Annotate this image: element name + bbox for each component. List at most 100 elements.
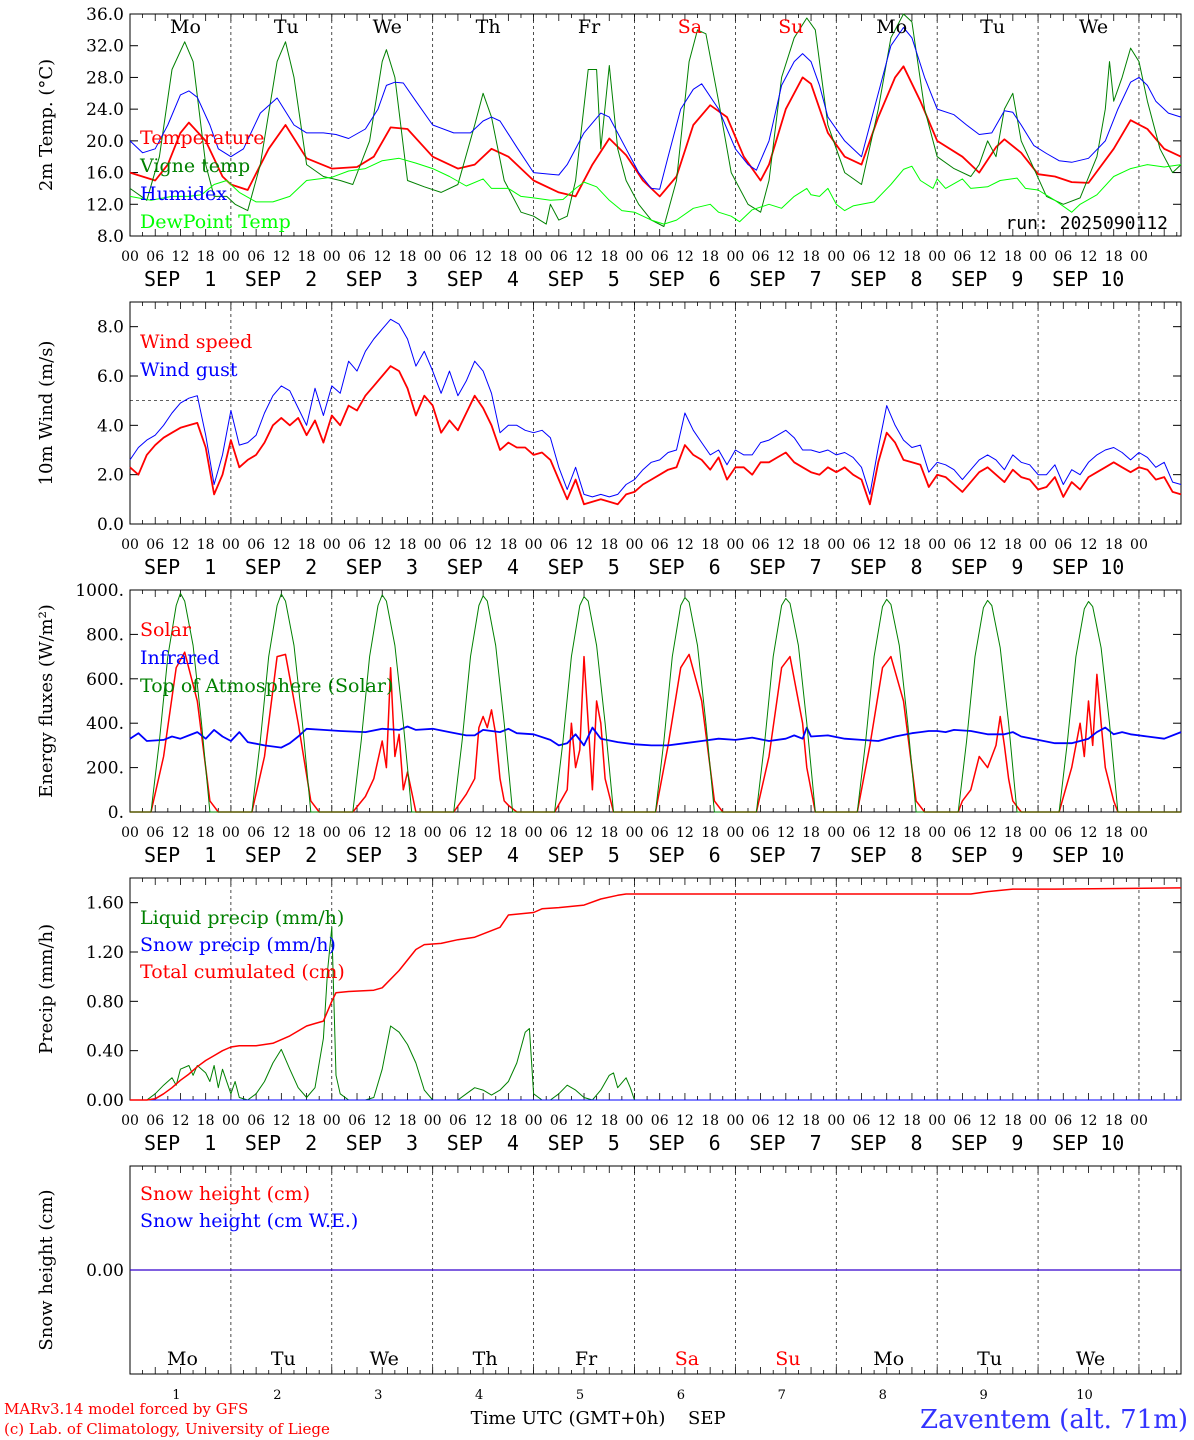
y-tick-label: 0.00 xyxy=(86,1091,124,1111)
y-tick-label: 8.0 xyxy=(97,318,124,338)
hour-tick-label: 06 xyxy=(146,825,164,841)
legend-entry: Solar xyxy=(140,619,192,641)
y-tick-label: 4.0 xyxy=(97,416,124,436)
date-label: SEP 1 xyxy=(144,843,216,867)
y-tick-label: 8.0 xyxy=(97,227,124,247)
hour-tick-label: 00 xyxy=(121,537,139,553)
hour-tick-label: 00 xyxy=(222,825,240,841)
hour-tick-label: 18 xyxy=(197,249,215,265)
hour-tick-label: 00 xyxy=(726,249,744,265)
hour-tick-label: 06 xyxy=(550,825,568,841)
y-tick-label: 0.40 xyxy=(86,1042,124,1062)
date-label: SEP 9 xyxy=(951,555,1023,579)
hour-tick-label: 06 xyxy=(752,537,770,553)
panel-temperature: 8.0 12.0 16.0 20.0 24.0 28.0 32.0 36.0 2m Temp. … xyxy=(36,5,1182,291)
hour-tick-label: 00 xyxy=(626,825,644,841)
footer-credit-1: MARv3.14 model forced by GFS xyxy=(4,1400,248,1418)
y-tick-label: 0.00 xyxy=(86,1261,124,1281)
legend-entry: DewPoint Temp xyxy=(140,211,291,233)
hour-tick-label: 00 xyxy=(928,537,946,553)
hour-tick-label: 18 xyxy=(600,537,618,553)
hour-tick-label: 06 xyxy=(651,825,669,841)
hour-tick-label: 06 xyxy=(247,537,265,553)
hour-tick-label: 18 xyxy=(701,537,719,553)
bottom-weekday-label: Su xyxy=(775,1348,800,1370)
hour-tick-label: 06 xyxy=(449,249,467,265)
hour-tick-label: 00 xyxy=(827,537,845,553)
hour-tick-label: 06 xyxy=(953,537,971,553)
run-label: run: 2025090112 xyxy=(1005,213,1168,234)
hour-tick-label: 06 xyxy=(752,1113,770,1129)
hour-tick-label: 00 xyxy=(827,249,845,265)
date-label: SEP 10 xyxy=(1052,555,1124,579)
hour-tick-label: 00 xyxy=(626,1113,644,1129)
hour-tick-label: 12 xyxy=(676,249,694,265)
panel-precip: 0.00 0.40 0.80 1.20 1.60 Precip (mm/h) Liquid … xyxy=(36,877,1182,1155)
date-label: SEP 9 xyxy=(951,1131,1023,1155)
y-tick-label: 16.0 xyxy=(86,164,124,184)
date-label: SEP 9 xyxy=(951,843,1023,867)
hour-tick-label: 12 xyxy=(373,537,391,553)
hour-tick-label: 00 xyxy=(323,537,341,553)
date-label: SEP 6 xyxy=(648,555,720,579)
hour-tick-label: 00 xyxy=(1029,825,1047,841)
legend-entry: Vigne temp xyxy=(139,155,250,177)
panel-wind: 0.0 2.0 4.0 6.0 8.0 10m Wind (m/s) Wind speed W… xyxy=(36,301,1182,579)
y-tick-label: 12.0 xyxy=(86,195,124,215)
hour-tick-label: 00 xyxy=(1029,1113,1047,1129)
hour-tick-label: 12 xyxy=(979,825,997,841)
hour-tick-label: 00 xyxy=(323,825,341,841)
hour-tick-label: 00 xyxy=(525,537,543,553)
y-tick-label: 20.0 xyxy=(86,132,124,152)
hour-tick-label: 18 xyxy=(499,537,517,553)
hour-tick-label: 00 xyxy=(626,249,644,265)
hour-tick-label: 06 xyxy=(853,825,871,841)
hour-tick-label: 00 xyxy=(626,537,644,553)
y-tick-label: 800. xyxy=(86,625,124,645)
hour-tick-label: 06 xyxy=(247,825,265,841)
date-label: SEP 3 xyxy=(346,843,418,867)
hour-tick-label: 06 xyxy=(1054,825,1072,841)
date-label: SEP 3 xyxy=(346,555,418,579)
weekday-label: Fr xyxy=(578,16,601,38)
hour-tick-label: 12 xyxy=(979,1113,997,1129)
series-line-infrared xyxy=(129,725,1182,749)
hour-tick-label: 12 xyxy=(272,537,290,553)
y-tick-label: 0.80 xyxy=(86,992,124,1012)
hour-tick-label: 18 xyxy=(903,1113,921,1129)
hour-tick-label: 18 xyxy=(298,537,316,553)
series-line-vigne-temp xyxy=(129,13,1182,227)
bottom-weekday-label: Fr xyxy=(575,1348,598,1370)
bottom-weekday-label: We xyxy=(370,1348,399,1370)
hour-tick-label: 06 xyxy=(550,249,568,265)
panel-energy: 0. 200. 400. 600. 800. 1000. Energy fluxes (W/… xyxy=(36,581,1182,867)
hour-tick-label: 18 xyxy=(701,249,719,265)
hour-tick-label: 00 xyxy=(726,537,744,553)
date-label: SEP 5 xyxy=(548,267,620,291)
hour-tick-label: 18 xyxy=(298,825,316,841)
hour-tick-label: 18 xyxy=(197,825,215,841)
day-number-label: 1 xyxy=(172,1388,180,1403)
hour-tick-label: 06 xyxy=(1054,537,1072,553)
date-label: SEP 10 xyxy=(1052,843,1124,867)
y-axis-label: 2m Temp. (°C) xyxy=(36,59,57,191)
hour-tick-label: 06 xyxy=(953,249,971,265)
day-number-label: 10 xyxy=(1076,1388,1093,1403)
hour-tick-label: 00 xyxy=(928,249,946,265)
hour-tick-label: 06 xyxy=(146,249,164,265)
hour-tick-label: 18 xyxy=(600,1113,618,1129)
bottom-weekday-label: Tu xyxy=(271,1348,296,1370)
hour-tick-label: 12 xyxy=(172,537,190,553)
hour-tick-label: 00 xyxy=(928,1113,946,1129)
date-label: SEP 5 xyxy=(548,843,620,867)
hour-tick-label: 12 xyxy=(676,1113,694,1129)
day-number-label: 7 xyxy=(778,1388,786,1403)
hour-tick-label: 12 xyxy=(272,249,290,265)
hour-tick-label: 18 xyxy=(1004,249,1022,265)
hour-tick-label: 12 xyxy=(474,537,492,553)
hour-tick-label: 12 xyxy=(272,1113,290,1129)
date-label: SEP 4 xyxy=(447,1131,519,1155)
plot-frame-energy xyxy=(129,589,1182,813)
hour-tick-label: 18 xyxy=(499,249,517,265)
hour-tick-label: 00 xyxy=(121,825,139,841)
